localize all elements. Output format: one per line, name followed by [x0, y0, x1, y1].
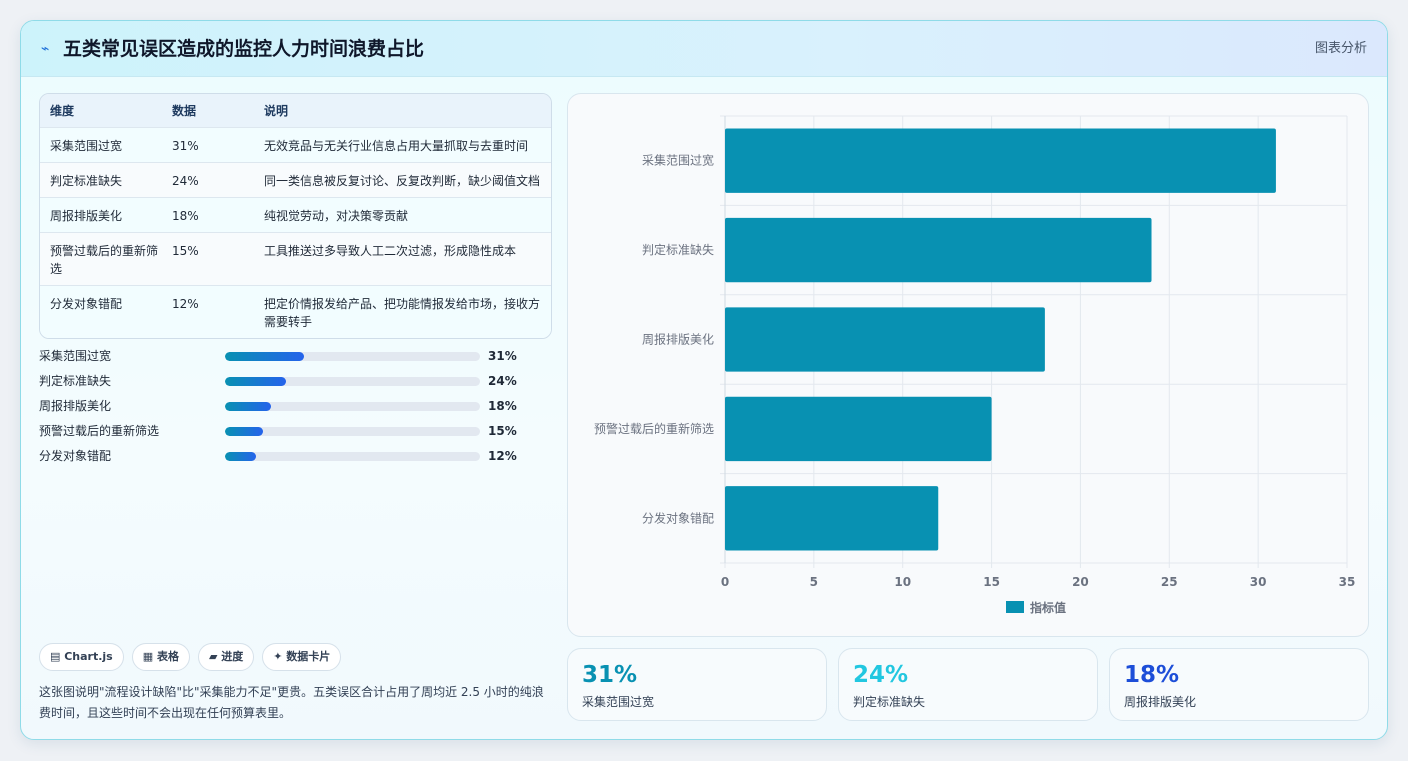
progress-label: 预警过载后的重新筛选 — [39, 424, 160, 438]
progress-value: 18% — [488, 399, 517, 413]
table-header-desc: 说明 — [264, 103, 289, 118]
table-row: 采集范围过宽 31% 无效竞品与无关行业信息占用大量抓取与去重时间 — [40, 126, 551, 162]
table-cell-dim: 预警过载后的重新筛选 — [40, 231, 162, 285]
x-tick-label: 25 — [1161, 575, 1178, 589]
table-cell-dim: 采集范围过宽 — [40, 126, 162, 162]
table-cell-value: 18% — [162, 196, 254, 232]
progress-track — [225, 427, 480, 436]
progress-row: 判定标准缺失 24% — [39, 372, 539, 390]
table-row: 判定标准缺失 24% 同一类信息被反复讨论、反复改判断，缺少阈值文档 — [40, 161, 551, 197]
progress-label: 判定标准缺失 — [39, 374, 112, 388]
progress-fill — [225, 427, 264, 436]
x-tick-label: 35 — [1339, 575, 1356, 589]
table-cell-desc: 同一类信息被反复讨论、反复改判断，缺少阈值文档 — [254, 161, 551, 197]
table-cell-value: 31% — [162, 126, 254, 162]
table-header-value: 数据 — [172, 103, 197, 118]
bar — [725, 307, 1045, 372]
y-tick-label: 判定标准缺失 — [642, 242, 714, 257]
table-header-dim: 维度 — [50, 103, 75, 118]
x-tick-label: 15 — [983, 575, 1000, 589]
progress-row: 采集范围过宽 31% — [39, 347, 539, 365]
kpi-label: 采集范围过宽 — [582, 695, 655, 709]
progress-value: 15% — [488, 424, 517, 438]
kpi-card: 18% 周报排版美化 — [1109, 648, 1369, 721]
chip-progress[interactable]: ▰ 进度 — [197, 643, 255, 671]
y-tick-label: 采集范围过宽 — [642, 153, 714, 168]
x-tick-label: 10 — [894, 575, 911, 589]
chip-data-card[interactable]: ✦ 数据卡片 — [262, 643, 342, 671]
progress-label: 周报排版美化 — [39, 399, 112, 413]
page-title: 五类常见误区造成的监控人力时间浪费占比 — [63, 38, 425, 60]
table-row: 预警过载后的重新筛选 15% 工具推送过多导致人工二次过滤，形成隐性成本 — [40, 231, 551, 285]
header-bar: ⌁ 五类常见误区造成的监控人力时间浪费占比 图表分析 — [21, 21, 1387, 77]
table-cell-dim: 分发对象错配 — [40, 284, 162, 338]
x-tick-label: 30 — [1250, 575, 1267, 589]
header-tag: 图表分析 — [1314, 41, 1367, 56]
bar-chart: 0 5 10 15 20 25 30 35 采集范围过宽判定标准缺失周报排版美化预警过载后的重新… — [594, 115, 1356, 615]
bar — [725, 128, 1276, 193]
bar — [725, 486, 939, 551]
table-cell-desc: 工具推送过多导致人工二次过滤，形成隐性成本 — [254, 231, 551, 285]
data-table: 维度 数据 说明 采集范围过宽 31% 无效竞品与无关行业信息占用大量抓取与去重… — [39, 93, 552, 339]
progress-track — [225, 352, 480, 361]
chip-group: ▤ Chart.js ▦ 表格 ▰ 进度 ✦ 数据卡片 — [39, 643, 342, 671]
progress-fill — [225, 452, 256, 461]
table-cell-desc: 纯视觉劳动，对决策零贡献 — [254, 196, 551, 232]
progress-row: 周报排版美化 18% — [39, 397, 539, 415]
legend-swatch — [1006, 601, 1024, 613]
table-cell-desc: 把定价情报发给产品、把功能情报发给市场，接收方需要转手 — [254, 284, 551, 338]
kpi-value: 31% — [582, 662, 638, 688]
table-cell-value: 12% — [162, 284, 254, 338]
y-tick-label: 预警过载后的重新筛选 — [594, 421, 714, 436]
progress-fill — [225, 377, 287, 386]
table-header-row: 维度 数据 说明 — [40, 94, 551, 127]
kpi-card: 24% 判定标准缺失 — [838, 648, 1098, 721]
bar-chart-panel: 0 5 10 15 20 25 30 35 采集范围过宽 判定标准缺失 周报排版美化预警过载后的重新… — [567, 93, 1369, 637]
x-tick-label: 20 — [1072, 575, 1089, 589]
table-row: 分发对象错配 12% 把定价情报发给产品、把功能情报发给市场，接收方需要转手 — [40, 284, 551, 338]
chip-chartjs[interactable]: ▤ Chart.js — [39, 643, 124, 671]
kpi-card: 31% 采集范围过宽 — [567, 648, 827, 721]
progress-track — [225, 377, 480, 386]
bar — [725, 396, 992, 462]
table-cell-value: 24% — [162, 161, 254, 197]
x-tick-label: 5 — [810, 575, 818, 589]
progress-value: 12% — [488, 449, 517, 463]
kpi-value: 24% — [853, 662, 909, 688]
progress-track — [225, 452, 480, 461]
progress-row: 预警过载后的重新筛选 15% — [39, 422, 539, 440]
table-cell-desc: 无效竞品与无关行业信息占用大量抓取与去重时间 — [254, 126, 551, 162]
main-card: ⌁ 五类常见误区造成的监控人力时间浪费占比 图表分析 维度 数据 说明 采集范围… — [20, 20, 1388, 740]
kpi-label: 周报排版美化 — [1124, 695, 1197, 709]
kpi-label: 判定标准缺失 — [853, 695, 926, 709]
progress-fill — [225, 352, 305, 361]
y-tick-label: 周报排版美化 — [642, 332, 714, 347]
kpi-value: 18% — [1124, 662, 1180, 688]
summary-note: 这张图说明"流程设计缺陷"比"采集能力不足"更贵。五类误区合计占用了周均近 2.… — [39, 685, 544, 720]
x-tick-label: 0 — [721, 575, 729, 589]
table-row: 周报排版美化 18% 纯视觉劳动，对决策零贡献 — [40, 196, 551, 232]
legend-label: 指标值 — [1030, 600, 1066, 615]
y-tick-label: 分发对象错配 — [642, 510, 714, 525]
progress-track — [225, 402, 480, 411]
progress-value: 24% — [488, 374, 517, 388]
table-cell-dim: 判定标准缺失 — [40, 161, 162, 197]
progress-label: 采集范围过宽 — [39, 349, 112, 363]
progress-value: 31% — [488, 349, 517, 363]
chart-line-icon: ⌁ — [41, 41, 50, 57]
progress-fill — [225, 402, 271, 411]
bar — [725, 217, 1152, 283]
chip-table[interactable]: ▦ 表格 — [131, 643, 190, 671]
table-cell-value: 15% — [162, 231, 254, 285]
progress-row: 分发对象错配 12% — [39, 447, 539, 465]
progress-label: 分发对象错配 — [39, 449, 112, 463]
table-cell-dim: 周报排版美化 — [40, 196, 162, 232]
